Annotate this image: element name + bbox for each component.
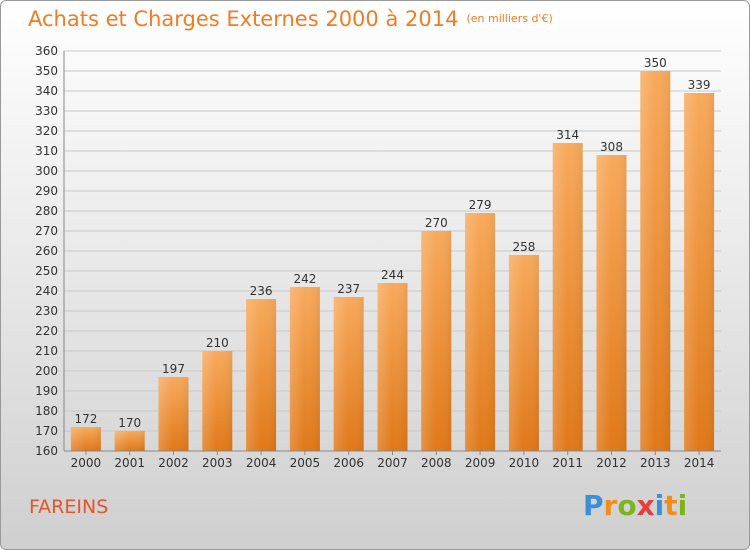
- data-label: 314: [556, 128, 579, 142]
- data-label: 244: [381, 268, 404, 282]
- data-label: 172: [74, 412, 97, 426]
- chart-title-block: Achats et Charges Externes 2000 à 2014 (e…: [28, 7, 553, 31]
- x-tick-label: 2000: [71, 456, 102, 470]
- y-tick-label: 170: [35, 424, 58, 438]
- bar-shine: [465, 213, 496, 451]
- y-tick-label: 300: [35, 164, 58, 178]
- logo-letter: P: [583, 489, 604, 522]
- logo-letter: i: [654, 489, 665, 522]
- bar-shine: [640, 71, 671, 451]
- y-tick-label: 280: [35, 204, 58, 218]
- x-tick-label: 2009: [465, 456, 496, 470]
- data-label: 350: [644, 56, 667, 70]
- chart-subtitle: (en milliers d'€): [466, 12, 553, 25]
- data-label: 197: [162, 362, 185, 376]
- data-label: 242: [293, 272, 316, 286]
- data-label: 236: [250, 284, 273, 298]
- x-tick-label: 2002: [158, 456, 189, 470]
- y-tick-label: 200: [35, 364, 58, 378]
- axis-layer: 160 170 180 190 200 210 220 230 240 250 260 270 280 2…: [35, 44, 721, 470]
- logo-letter: r: [603, 489, 618, 522]
- y-tick-label: 310: [35, 144, 58, 158]
- y-tick-label: 240: [35, 284, 58, 298]
- logo-letter: i: [677, 489, 688, 522]
- bar-shine: [158, 377, 189, 451]
- bar-shine: [377, 283, 408, 451]
- x-tick-label: 2014: [684, 456, 715, 470]
- y-tick-label: 260: [35, 244, 58, 258]
- data-label: 258: [512, 240, 535, 254]
- x-tick-label: 2008: [421, 456, 452, 470]
- data-label: 270: [425, 216, 448, 230]
- y-tick-label: 340: [35, 84, 58, 98]
- bar-shine: [333, 297, 364, 451]
- logo-letter: o: [617, 489, 637, 522]
- y-tick-label: 190: [35, 384, 58, 398]
- y-tick-label: 180: [35, 404, 58, 418]
- bar-shine: [596, 155, 627, 451]
- y-tick-label: 210: [35, 344, 58, 358]
- commune-name: FAREINS: [29, 496, 109, 518]
- data-label: 339: [688, 78, 711, 92]
- bar-shine: [421, 231, 452, 451]
- x-tick-label: 2012: [596, 456, 627, 470]
- y-tick-label: 290: [35, 184, 58, 198]
- logo-letter: t: [664, 489, 678, 522]
- x-tick-label: 2006: [333, 456, 364, 470]
- bar-shine: [508, 255, 539, 451]
- data-label: 210: [206, 336, 229, 350]
- x-tick-label: 2001: [114, 456, 145, 470]
- y-tick-label: 230: [35, 304, 58, 318]
- bars-layer: 172 170 197 210 236 242 237 244 270 279 258 314 308 3…: [70, 56, 715, 451]
- y-tick-label: 330: [35, 104, 58, 118]
- chart-title: Achats et Charges Externes 2000 à 2014: [28, 7, 459, 31]
- y-tick-label: 360: [35, 44, 58, 58]
- y-tick-label: 350: [35, 64, 58, 78]
- data-label: 279: [469, 198, 492, 212]
- bar-shine: [246, 299, 277, 451]
- y-tick-label: 250: [35, 264, 58, 278]
- y-tick-label: 220: [35, 324, 58, 338]
- bar-shine: [289, 287, 320, 451]
- data-label: 170: [118, 416, 141, 430]
- bar-shine: [114, 431, 145, 451]
- x-tick-label: 2011: [552, 456, 583, 470]
- logo-letter: x: [636, 489, 655, 522]
- x-tick-label: 2003: [202, 456, 233, 470]
- x-tick-label: 2004: [246, 456, 277, 470]
- y-tick-label: 160: [35, 444, 58, 458]
- data-label: 237: [337, 282, 360, 296]
- x-tick-label: 2005: [290, 456, 321, 470]
- bar-shine: [684, 93, 715, 451]
- y-tick-label: 270: [35, 224, 58, 238]
- bar-shine: [552, 143, 583, 451]
- x-tick-label: 2007: [377, 456, 408, 470]
- x-tick-label: 2013: [640, 456, 671, 470]
- bar-shine: [202, 351, 233, 451]
- x-tick-label: 2010: [509, 456, 540, 470]
- data-label: 308: [600, 140, 623, 154]
- bar-shine: [70, 427, 101, 451]
- proxiti-logo: Proxiti: [583, 489, 687, 522]
- y-tick-label: 320: [35, 124, 58, 138]
